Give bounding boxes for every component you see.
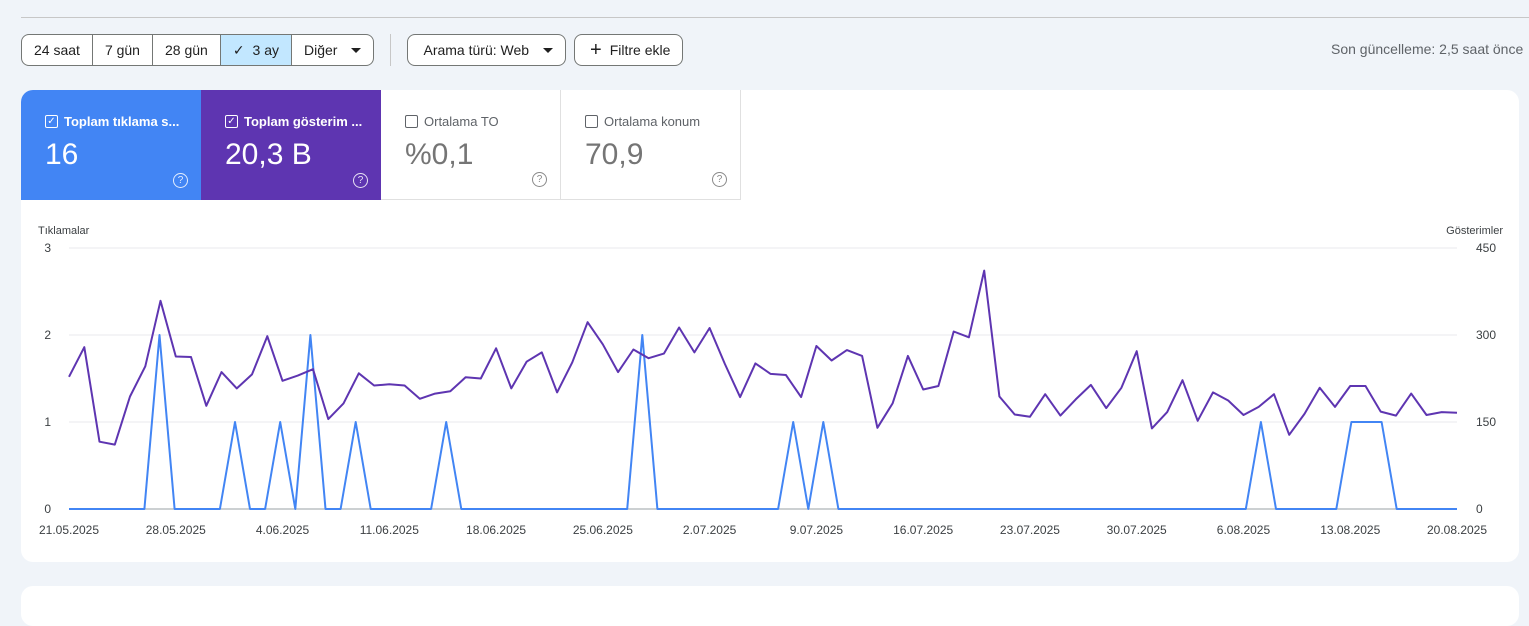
range-other-label: Diğer — [304, 42, 338, 58]
right-tick-label: 450 — [1476, 241, 1496, 255]
help-icon[interactable]: ? — [712, 172, 727, 187]
x-tick-label: 4.06.2025 — [256, 523, 310, 537]
metric-average-ctr[interactable]: Ortalama TO %0,1 ? — [381, 90, 561, 200]
metric-label: Ortalama konum — [604, 114, 701, 129]
x-tick-label: 21.05.2025 — [39, 523, 99, 537]
x-tick-label: 6.08.2025 — [1217, 523, 1271, 537]
help-icon[interactable]: ? — [173, 173, 188, 188]
plus-icon: + — [590, 39, 602, 61]
left-tick-label: 2 — [44, 328, 51, 342]
range-7d-button[interactable]: 7 gün — [93, 35, 153, 65]
metric-value: %0,1 — [405, 138, 474, 171]
left-tick-label: 0 — [44, 502, 51, 516]
range-3m-button[interactable]: ✓ 3 ay — [220, 35, 293, 65]
date-range-selector: 24 saat 7 gün 28 gün ✓ 3 ay Diğer — [21, 34, 375, 66]
check-icon: ✓ — [232, 41, 245, 58]
range-28d-button[interactable]: 28 gün — [153, 35, 221, 65]
left-tick-label: 1 — [44, 415, 51, 429]
x-tick-label: 18.06.2025 — [466, 523, 526, 537]
add-filter-button[interactable]: + Filtre ekle — [574, 34, 684, 66]
x-tick-label: 9.07.2025 — [790, 523, 844, 537]
right-axis-title: Gösterimler — [1446, 225, 1503, 237]
range-24h-label: 24 saat — [34, 42, 80, 58]
dropdown-arrow-icon — [351, 47, 362, 53]
x-tick-label: 16.07.2025 — [893, 523, 953, 537]
metric-label: Ortalama TO — [424, 114, 499, 129]
left-axis-title: Tıklamalar — [38, 225, 90, 237]
checkbox-checked-icon[interactable]: ✓ — [45, 115, 58, 128]
help-icon[interactable]: ? — [532, 172, 547, 187]
dropdown-arrow-icon — [543, 47, 554, 53]
metric-label: Toplam tıklama s... — [64, 114, 180, 129]
last-update-text: Son güncelleme: 2,5 saat önce — [1331, 41, 1524, 57]
toolbar-divider — [390, 34, 392, 66]
range-24h-button[interactable]: 24 saat — [22, 35, 93, 65]
right-tick-label: 300 — [1476, 328, 1496, 342]
checkbox-unchecked-icon[interactable] — [585, 115, 598, 128]
metric-value: 16 — [45, 138, 79, 171]
checkbox-unchecked-icon[interactable] — [405, 115, 418, 128]
metric-average-position[interactable]: Ortalama konum 70,9 ? — [561, 90, 741, 200]
add-filter-label: Filtre ekle — [609, 42, 671, 58]
search-type-label: Arama türü: Web — [423, 42, 530, 58]
x-tick-label: 25.06.2025 — [573, 523, 633, 537]
performance-card: 0 0 1 150 2 300 3 450 Tıklamalar Gösterimler 21.05… — [21, 90, 1519, 562]
x-tick-label: 2.07.2025 — [683, 523, 737, 537]
search-type-filter[interactable]: Arama türü: Web — [407, 34, 567, 66]
right-tick-label: 150 — [1476, 415, 1496, 429]
x-tick-label: 20.08.2025 — [1427, 523, 1487, 537]
date-toolbar: 24 saat 7 gün 28 gün ✓ 3 ay Diğer Arama t… — [21, 34, 684, 66]
queries-card — [21, 586, 1519, 626]
metric-total-impressions[interactable]: ✓ Toplam gösterim ... 20,3 B ? — [201, 90, 381, 200]
range-7d-label: 7 gün — [104, 42, 140, 58]
x-tick-label: 30.07.2025 — [1107, 523, 1167, 537]
help-icon[interactable]: ? — [353, 173, 368, 188]
metric-value: 70,9 — [585, 138, 644, 171]
checkbox-checked-icon[interactable]: ✓ — [225, 115, 238, 128]
metric-tabs: ✓ Toplam tıklama s... 16 ? ✓ Toplam göster… — [21, 90, 741, 200]
x-tick-label: 23.07.2025 — [1000, 523, 1060, 537]
metric-label: Toplam gösterim ... — [244, 114, 363, 129]
impressions-series-line — [68, 269, 1458, 446]
performance-chart: 0 0 1 150 2 300 3 450 Tıklamalar Gösterimler 21.05… — [38, 225, 1503, 537]
right-tick-label: 0 — [1476, 502, 1483, 516]
clicks-series-line — [69, 334, 1457, 510]
x-tick-label: 11.06.2025 — [360, 523, 419, 537]
x-tick-label: 13.08.2025 — [1320, 523, 1380, 537]
top-divider — [21, 17, 1529, 18]
x-tick-label: 28.05.2025 — [146, 523, 206, 537]
left-tick-label: 3 — [44, 241, 51, 255]
range-other-button[interactable]: Diğer — [292, 35, 373, 65]
metric-total-clicks[interactable]: ✓ Toplam tıklama s... 16 ? — [21, 90, 201, 200]
range-28d-label: 28 gün — [164, 42, 208, 58]
metric-value: 20,3 B — [225, 138, 312, 171]
range-3m-label: 3 ay — [252, 42, 280, 58]
